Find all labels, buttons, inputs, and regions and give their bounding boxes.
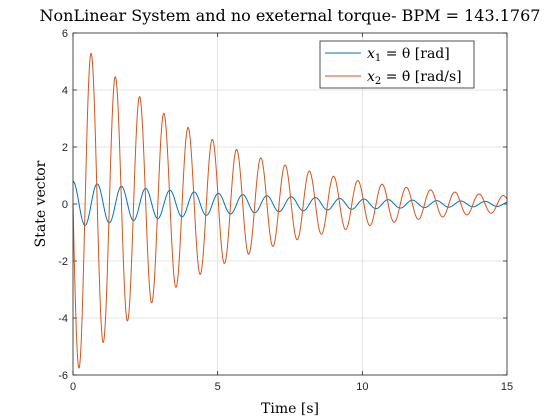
y-tick-label: 6 (62, 28, 68, 40)
legend: x1 = θ [rad] x2 = θ̇ [rad/s] (319, 40, 475, 89)
x-tick-label: 15 (501, 381, 513, 393)
series-line-x2 (72, 52, 508, 369)
legend-label-x1: x1 = θ [rad] (367, 46, 450, 64)
x-tick-label: 10 (356, 381, 368, 393)
y-tick-label: 0 (62, 199, 68, 211)
y-axis-label: State vector (33, 160, 49, 247)
x-axis-label: Time [s] (261, 401, 319, 417)
x-tick-label: 5 (215, 381, 221, 393)
chart-title: NonLinear System and no exeternal torque… (40, 6, 541, 25)
x-axis-ticks: 0 5 10 15 (70, 33, 513, 393)
y-tick-label: 2 (62, 142, 68, 154)
y-tick-label: 4 (62, 85, 68, 97)
legend-box (319, 40, 475, 89)
legend-label-x2: x2 = θ̇ [rad/s] (367, 69, 462, 87)
x-tick-label: 0 (70, 381, 76, 393)
series-layer (72, 52, 508, 369)
axes-box (72, 32, 508, 376)
y-tick-label: -2 (58, 256, 68, 268)
y-tick-label: -4 (58, 313, 68, 325)
y-tick-label: -6 (58, 370, 68, 382)
